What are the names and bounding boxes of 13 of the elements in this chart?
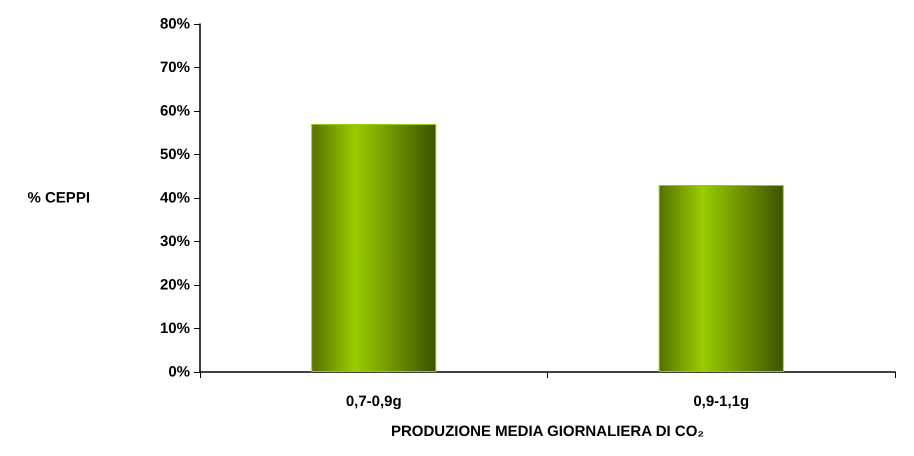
x-tick-label: 0,7-0,9g [346, 393, 402, 410]
y-tick-label: 50% [160, 146, 190, 163]
y-axis-title: % CEPPI [27, 190, 90, 206]
y-tick-label: 40% [160, 190, 190, 206]
y-tick-label: 70% [160, 59, 190, 76]
y-tick-label: 10% [160, 320, 190, 337]
x-axis-title: PRODUZIONE MEDIA GIORNALIERA DI CO₂ [390, 423, 704, 440]
y-tick-label: 60% [160, 102, 190, 120]
y-tick-label: 30% [160, 233, 190, 250]
y-tick-label: 80% [160, 16, 190, 32]
y-tick-label: 20% [160, 276, 190, 294]
x-tick-label: 0,9-1,1g [693, 393, 750, 410]
y-tick-label: 0% [168, 364, 190, 380]
